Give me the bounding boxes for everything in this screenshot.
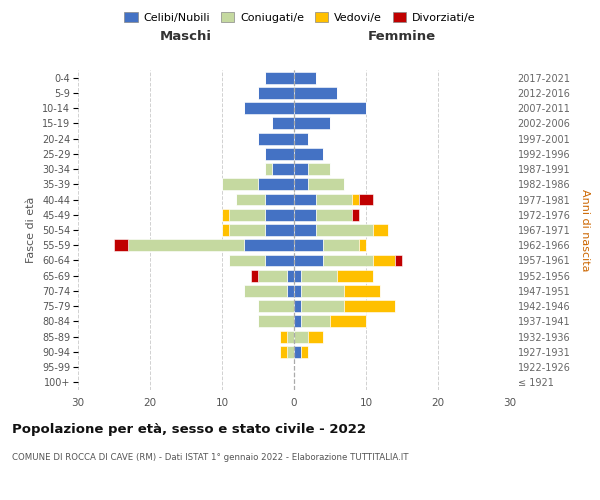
Bar	[323, 254, 373, 266]
Bar	[265, 224, 294, 236]
Y-axis label: Anni di nascita: Anni di nascita	[580, 188, 590, 271]
Bar	[251, 270, 258, 281]
Bar	[294, 148, 323, 160]
Bar	[222, 178, 258, 190]
Bar	[359, 194, 373, 205]
Bar	[294, 316, 301, 328]
Bar	[128, 240, 244, 251]
Bar	[294, 102, 366, 114]
Text: COMUNE DI ROCCA DI CAVE (RM) - Dati ISTAT 1° gennaio 2022 - Elaborazione TUTTITA: COMUNE DI ROCCA DI CAVE (RM) - Dati ISTA…	[12, 452, 409, 462]
Bar	[294, 346, 301, 358]
Bar	[265, 254, 294, 266]
Bar	[222, 224, 229, 236]
Bar	[294, 118, 330, 130]
Bar	[330, 316, 366, 328]
Bar	[301, 346, 308, 358]
Bar	[265, 209, 294, 220]
Bar	[294, 240, 323, 251]
Bar	[287, 330, 294, 342]
Bar	[265, 163, 272, 175]
Bar	[280, 346, 287, 358]
Bar	[301, 270, 337, 281]
Text: Femmine: Femmine	[368, 30, 436, 43]
Bar	[294, 87, 337, 99]
Bar	[316, 224, 373, 236]
Bar	[359, 240, 366, 251]
Bar	[280, 330, 287, 342]
Bar	[294, 270, 301, 281]
Bar	[114, 240, 128, 251]
Bar	[301, 316, 330, 328]
Bar	[294, 285, 301, 297]
Bar	[316, 194, 352, 205]
Bar	[308, 330, 323, 342]
Bar	[265, 194, 294, 205]
Bar	[272, 163, 294, 175]
Bar	[294, 224, 316, 236]
Bar	[294, 209, 316, 220]
Bar	[294, 178, 308, 190]
Bar	[352, 209, 359, 220]
Bar	[294, 132, 308, 144]
Bar	[308, 178, 344, 190]
Bar	[294, 72, 316, 84]
Bar	[316, 209, 352, 220]
Bar	[244, 102, 294, 114]
Bar	[352, 194, 359, 205]
Bar	[337, 270, 373, 281]
Bar	[258, 270, 287, 281]
Bar	[294, 194, 316, 205]
Bar	[236, 194, 265, 205]
Bar	[258, 300, 294, 312]
Bar	[258, 87, 294, 99]
Bar	[294, 300, 301, 312]
Bar	[308, 163, 330, 175]
Bar	[287, 285, 294, 297]
Bar	[244, 285, 287, 297]
Bar	[294, 254, 323, 266]
Bar	[373, 224, 388, 236]
Bar	[265, 148, 294, 160]
Bar	[244, 240, 294, 251]
Bar	[344, 285, 380, 297]
Bar	[229, 209, 265, 220]
Bar	[294, 163, 308, 175]
Bar	[258, 132, 294, 144]
Bar	[395, 254, 402, 266]
Bar	[272, 118, 294, 130]
Text: Maschi: Maschi	[160, 30, 212, 43]
Bar	[344, 300, 395, 312]
Bar	[258, 316, 294, 328]
Bar	[287, 346, 294, 358]
Bar	[287, 270, 294, 281]
Bar	[301, 300, 344, 312]
Legend: Celibi/Nubili, Coniugati/e, Vedovi/e, Divorziati/e: Celibi/Nubili, Coniugati/e, Vedovi/e, Di…	[120, 8, 480, 28]
Bar	[265, 72, 294, 84]
Bar	[222, 209, 229, 220]
Bar	[294, 330, 308, 342]
Bar	[301, 285, 344, 297]
Bar	[229, 254, 265, 266]
Y-axis label: Fasce di età: Fasce di età	[26, 197, 37, 263]
Bar	[373, 254, 395, 266]
Bar	[323, 240, 359, 251]
Bar	[229, 224, 265, 236]
Bar	[258, 178, 294, 190]
Text: Popolazione per età, sesso e stato civile - 2022: Popolazione per età, sesso e stato civil…	[12, 422, 366, 436]
